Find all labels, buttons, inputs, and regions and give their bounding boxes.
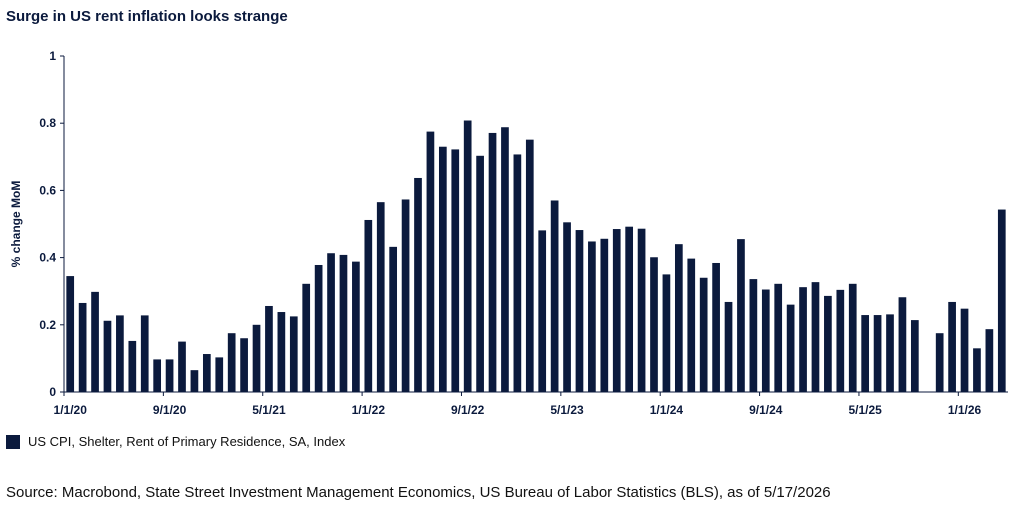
bar: [997, 209, 1006, 392]
bar: [799, 287, 807, 392]
bar: [103, 320, 112, 392]
bar: [476, 155, 484, 392]
bar: [414, 177, 422, 392]
bar: [401, 199, 410, 392]
bar: [314, 264, 323, 392]
legend-label: US CPI, Shelter, Rent of Primary Residen…: [28, 434, 346, 449]
bar: [327, 253, 335, 392]
bar: [128, 340, 137, 392]
bar: [78, 302, 87, 392]
bar: [873, 315, 882, 392]
x-tick-label: 1/1/22: [352, 403, 386, 417]
bar: [625, 226, 634, 392]
bar: [600, 238, 609, 392]
x-tick-label: 9/1/20: [153, 403, 187, 417]
bar: [513, 154, 522, 392]
bar: [699, 277, 708, 392]
bar: [737, 239, 745, 392]
x-tick-label: 9/1/24: [749, 403, 783, 417]
x-tick-label: 1/1/26: [948, 403, 982, 417]
y-tick-label: 0.2: [39, 318, 56, 332]
bar: [575, 230, 584, 392]
bar: [140, 315, 149, 392]
bar: [389, 246, 398, 392]
bar: [240, 338, 248, 392]
bar: [302, 283, 311, 392]
bar: [265, 305, 273, 392]
x-tick-label: 9/1/22: [451, 403, 485, 417]
bar: [886, 314, 894, 392]
x-tick-label: 5/1/21: [252, 403, 286, 417]
bar: [712, 262, 720, 392]
bar: [538, 230, 547, 392]
bar: [339, 254, 348, 392]
y-tick-label: 0.4: [39, 251, 56, 265]
bar: [848, 283, 857, 392]
bar: [463, 120, 472, 392]
bar: [277, 312, 286, 392]
x-tick-label: 5/1/23: [550, 403, 584, 417]
bar: [153, 359, 162, 392]
bar: [252, 324, 261, 392]
bar: [352, 261, 360, 392]
bar: [289, 316, 298, 392]
bar: [202, 354, 211, 392]
y-tick-label: 0.8: [39, 116, 56, 130]
x-tick-label: 5/1/25: [848, 403, 882, 417]
bar: [674, 244, 683, 392]
bar: [451, 149, 460, 392]
bar: [525, 139, 534, 392]
chart-title: Surge in US rent inflation looks strange: [6, 8, 288, 25]
legend: US CPI, Shelter, Rent of Primary Residen…: [6, 434, 345, 449]
bar: [178, 341, 186, 392]
bar: [227, 333, 236, 392]
legend-swatch: [6, 434, 20, 449]
bar: [588, 241, 596, 392]
bar-chart: 0 0.2 0.4 0.6 0.8 1 % change MoM 1/1/20 9/1/20 5/…: [9, 49, 1008, 417]
bar: [761, 289, 770, 392]
bar: [438, 146, 447, 392]
y-tick-label: 1: [49, 49, 56, 63]
bar: [116, 315, 124, 392]
bar: [364, 219, 373, 392]
bar: [550, 200, 559, 392]
bar: [612, 229, 621, 392]
bar: [774, 283, 783, 392]
bar: [637, 228, 646, 392]
bar: [563, 222, 571, 392]
bar: [215, 357, 224, 392]
y-tick-label: 0.6: [39, 183, 56, 197]
bar: [948, 301, 956, 392]
bar: [91, 291, 99, 392]
bar: [687, 258, 696, 392]
bar: [501, 127, 509, 392]
bar: [898, 297, 907, 392]
bar: [488, 132, 497, 392]
bar: [811, 282, 820, 392]
bar: [824, 295, 832, 392]
bar: [650, 257, 658, 392]
source-note: Source: Macrobond, State Street Investme…: [6, 484, 831, 501]
bar: [985, 329, 994, 392]
bar: [786, 304, 795, 392]
bar: [935, 333, 944, 392]
bar: [376, 202, 385, 392]
bar: [724, 301, 733, 392]
bar: [861, 315, 870, 392]
bar: [662, 274, 671, 392]
bar: [749, 279, 758, 392]
y-tick-label: 0: [49, 385, 56, 399]
bar: [973, 348, 981, 392]
x-tick-label: 1/1/20: [54, 403, 88, 417]
bar: [960, 308, 969, 392]
bar: [910, 320, 919, 392]
bar: [66, 276, 75, 392]
bar: [165, 359, 174, 392]
bar: [836, 289, 845, 392]
bar: [426, 131, 435, 392]
bar: [190, 370, 199, 392]
y-axis-label: % change MoM: [9, 181, 23, 268]
x-tick-label: 1/1/24: [650, 403, 684, 417]
